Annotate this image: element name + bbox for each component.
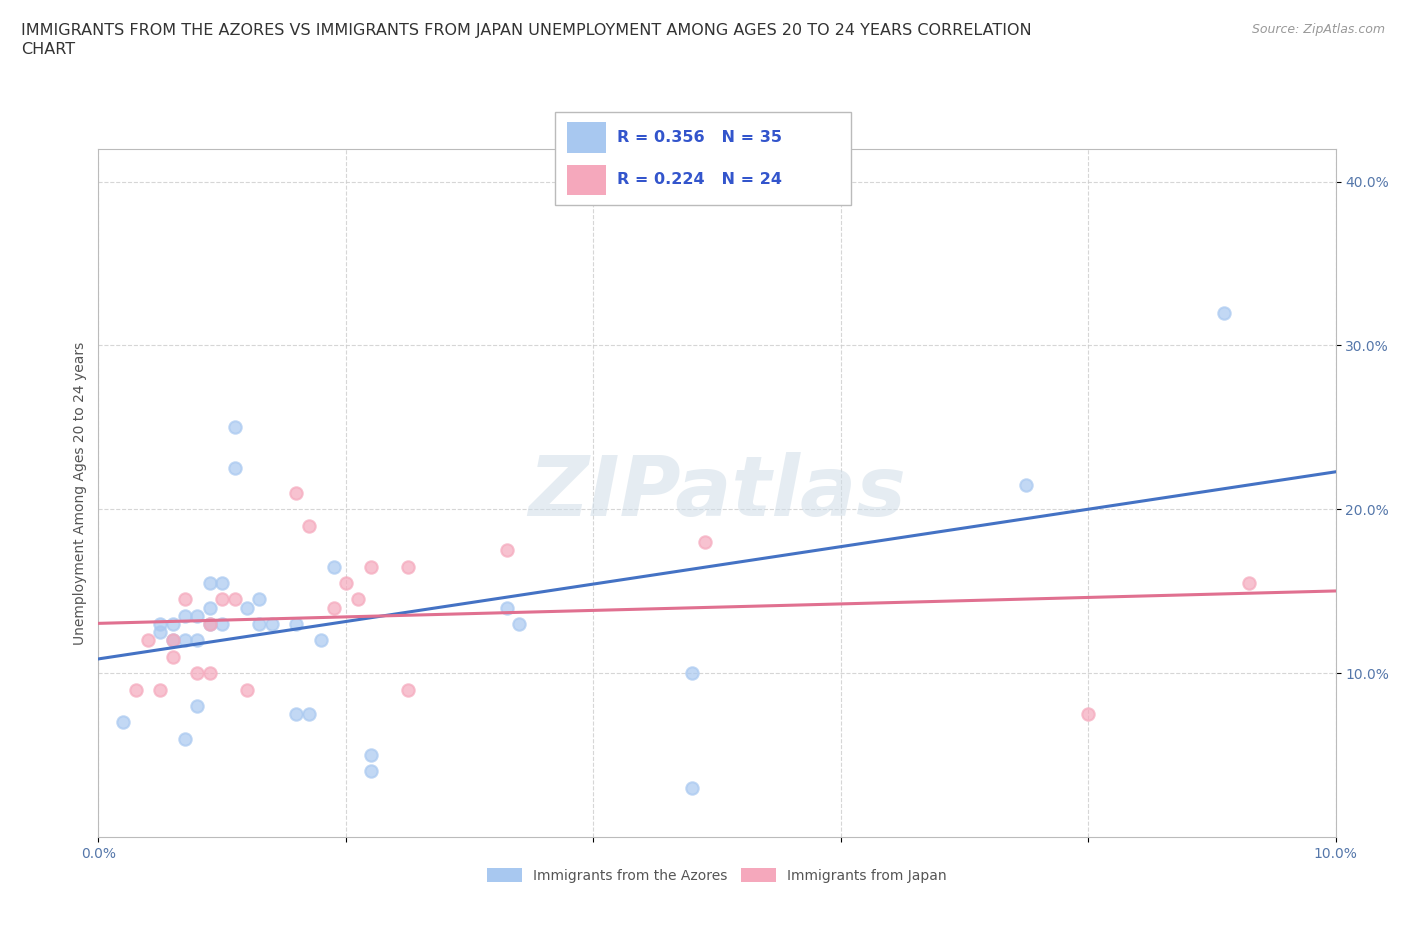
Point [162, 633, 184, 648]
Point [495, 600, 517, 615]
Point [247, 592, 270, 607]
Text: Source: ZipAtlas.com: Source: ZipAtlas.com [1251, 23, 1385, 36]
Point [198, 600, 221, 615]
Point [162, 617, 184, 631]
Point [508, 617, 530, 631]
Y-axis label: Unemployment Among Ages 20 to 24 years: Unemployment Among Ages 20 to 24 years [73, 341, 87, 644]
Point [162, 633, 184, 648]
Point [360, 764, 382, 779]
Point [186, 698, 208, 713]
Point [298, 518, 321, 533]
Point [693, 535, 716, 550]
Point [198, 666, 221, 681]
Point [285, 617, 308, 631]
Bar [567, 122, 606, 153]
Point [260, 617, 283, 631]
Point [198, 617, 221, 631]
Point [224, 420, 246, 435]
Point [285, 707, 308, 722]
Point [236, 682, 259, 697]
Point [322, 600, 344, 615]
Point [396, 559, 419, 574]
Text: CHART: CHART [21, 42, 75, 57]
Point [112, 715, 135, 730]
Point [224, 592, 246, 607]
Text: ZIPatlas: ZIPatlas [529, 452, 905, 534]
Point [149, 625, 172, 640]
FancyBboxPatch shape [555, 112, 851, 205]
Point [186, 608, 208, 623]
Point [198, 617, 221, 631]
Point [1237, 576, 1260, 591]
Point [136, 633, 159, 648]
Point [162, 649, 184, 664]
Legend: Immigrants from the Azores, Immigrants from Japan: Immigrants from the Azores, Immigrants f… [482, 863, 952, 888]
Point [224, 461, 246, 476]
Point [149, 682, 172, 697]
Point [174, 608, 197, 623]
Point [309, 633, 332, 648]
Point [360, 748, 382, 763]
Point [174, 633, 197, 648]
Point [174, 731, 197, 746]
Point [124, 682, 146, 697]
Point [335, 576, 357, 591]
Text: IMMIGRANTS FROM THE AZORES VS IMMIGRANTS FROM JAPAN UNEMPLOYMENT AMONG AGES 20 T: IMMIGRANTS FROM THE AZORES VS IMMIGRANTS… [21, 23, 1032, 38]
Point [247, 617, 270, 631]
Point [285, 485, 308, 500]
Point [211, 617, 233, 631]
Point [149, 617, 172, 631]
Point [174, 592, 197, 607]
Point [681, 780, 703, 795]
Point [186, 633, 208, 648]
Point [495, 543, 517, 558]
Text: R = 0.224   N = 24: R = 0.224 N = 24 [617, 171, 782, 187]
Bar [567, 165, 606, 195]
Point [681, 666, 703, 681]
Point [1077, 707, 1099, 722]
Point [198, 576, 221, 591]
Text: R = 0.356   N = 35: R = 0.356 N = 35 [617, 129, 782, 145]
Point [236, 600, 259, 615]
Point [1015, 477, 1038, 492]
Point [396, 682, 419, 697]
Point [322, 559, 344, 574]
Point [1213, 305, 1236, 320]
Point [347, 592, 370, 607]
Point [211, 576, 233, 591]
Point [298, 707, 321, 722]
Point [360, 559, 382, 574]
Point [211, 592, 233, 607]
Point [186, 666, 208, 681]
